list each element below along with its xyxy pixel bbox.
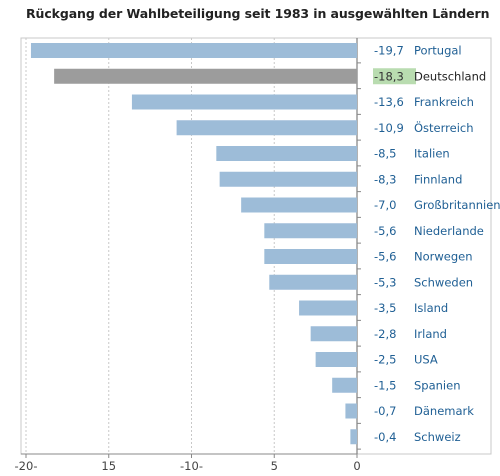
bar-finnland [219, 171, 357, 187]
category-label: Portugal [414, 44, 462, 58]
bar-italien [216, 146, 357, 161]
x-tick-label: 15 [101, 459, 116, 473]
value-label: -10,9 [374, 121, 404, 135]
value-label: -8,5 [374, 147, 396, 161]
x-tick-label: -20- [15, 459, 38, 473]
bar-niederlande [264, 223, 357, 239]
category-label: Italien [414, 147, 450, 161]
value-label: -5,3 [374, 275, 396, 289]
bar-schweiz [350, 429, 357, 445]
category-label: Niederlande [414, 224, 484, 238]
category-label: Island [414, 301, 448, 315]
category-label: Schweiz [414, 430, 461, 444]
bar-usa [315, 352, 357, 367]
category-label: Deutschland [414, 69, 486, 83]
x-tick-label: -10- [180, 459, 203, 473]
bar-spanien [332, 377, 357, 393]
value-label: -0,4 [374, 430, 396, 444]
category-label: Schweden [414, 275, 473, 289]
category-label: Finnland [414, 172, 462, 186]
value-label: -2,8 [374, 327, 396, 341]
value-label: -7,0 [374, 198, 396, 212]
value-label: -19,7 [374, 44, 404, 58]
value-label: -2,5 [374, 353, 396, 367]
bar-schweden [269, 274, 357, 290]
value-label: -1,5 [374, 378, 396, 392]
category-label: Dänemark [414, 404, 474, 418]
bar-norwegen [264, 249, 357, 264]
chart-title: Rückgang der Wahlbeteiligung seit 1983 i… [26, 6, 490, 21]
x-tick-label: 5 [271, 459, 278, 473]
category-label: Großbritannien [414, 198, 500, 212]
bar-island [299, 300, 357, 316]
value-label: -0,7 [374, 404, 396, 418]
category-label: USA [414, 353, 438, 367]
x-tick-label: 0 [353, 459, 360, 473]
bar-deutschland [54, 68, 357, 84]
bar-dänemark [345, 403, 357, 419]
category-label: Frankreich [414, 95, 474, 109]
value-label: -3,5 [374, 301, 396, 315]
value-label: -13,6 [374, 95, 404, 109]
bar-portugal [30, 43, 358, 58]
value-label: -5,6 [374, 250, 396, 264]
bar-frankreich [131, 94, 357, 110]
category-label: Irland [414, 327, 447, 341]
highlight-label-bg [373, 68, 416, 85]
value-label: -18,3 [374, 69, 404, 83]
bar-irland [310, 326, 357, 342]
value-label: -5,6 [374, 224, 396, 238]
bar-österreich [176, 120, 357, 136]
category-label: Norwegen [414, 250, 473, 264]
value-label: -8,3 [374, 172, 396, 186]
category-label: Spanien [414, 378, 461, 392]
bar-großbritannien [241, 197, 357, 213]
category-label: Österreich [414, 119, 474, 135]
